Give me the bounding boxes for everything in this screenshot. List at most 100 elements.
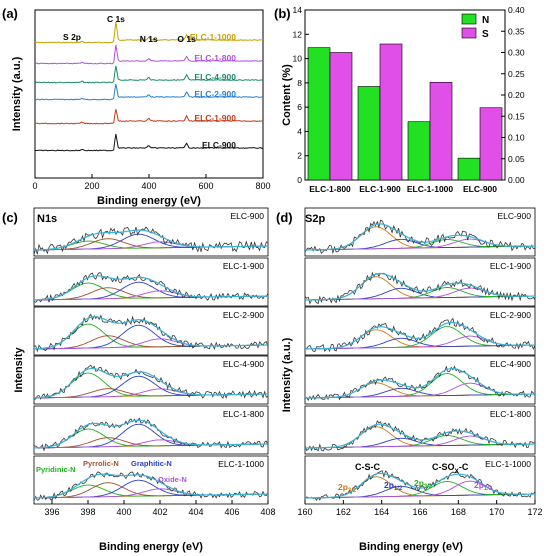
raw-spectrum: [33, 272, 269, 303]
subplot-frame: [33, 306, 269, 356]
x-tick-label: 400: [141, 181, 156, 191]
x-tick-label: 406: [224, 507, 239, 517]
sample-label: ELC-1-1000: [485, 459, 531, 469]
panel-c-title: N1s: [37, 213, 57, 225]
category-label: ELC-1-800: [309, 184, 351, 194]
y2-tick-label: 0.20: [508, 90, 525, 100]
category-label: ELC-900: [463, 184, 497, 194]
subplot-frame: [33, 455, 269, 505]
legend-swatch-n: [461, 13, 477, 25]
panel-c-label: (c): [2, 210, 18, 225]
panel-b-axes: ELC-1-800 ELC-1-900 ELC-1-1000 ELC-900 0 2 4 6 8…: [293, 5, 525, 194]
survey-label-elc-900: ELC-900: [202, 140, 236, 150]
group-label-csoxc-end: -C: [459, 462, 469, 472]
panel-b-y-axis-label: Content (%): [281, 64, 293, 126]
component-curve: [34, 437, 268, 449]
subplot-frame: [33, 207, 269, 257]
component-label-2p32-a-sub: 3/2: [348, 488, 357, 494]
sample-label: ELC-1-1000: [218, 459, 264, 469]
panel-d-group-labels: C-S-C C-SOX-C: [355, 462, 469, 475]
fitted-envelope: [305, 272, 535, 301]
component-label-2p32-b-sub: 3/2: [424, 484, 433, 490]
subplot-frame: [33, 405, 269, 455]
x-tick-label: 398: [80, 507, 95, 517]
y-tick-label: 12: [293, 29, 303, 39]
peak-label-0: S 2p: [63, 32, 81, 42]
sample-label: ELC-4-900: [490, 359, 531, 369]
x-tick-label: 162: [336, 507, 351, 517]
subplot-frame: [304, 306, 536, 356]
survey-line-elc-4-900: [34, 65, 264, 84]
y-tick-label: 10: [293, 54, 303, 64]
fitted-envelope: [305, 472, 535, 499]
panel-b-bars: [307, 43, 503, 181]
component-label-2p32-b: 2p3/2: [414, 478, 433, 490]
y-tick-label: 6: [297, 102, 302, 112]
panel-c-n1s-chart: (c) N1s ELC-900 ELC-1-900 ELC-2-900 ELC-4-9…: [2, 207, 276, 553]
x-tick-label: 600: [198, 181, 213, 191]
fitted-envelope: [33, 316, 268, 350]
y-tick-label: 2: [297, 151, 302, 161]
panel-c-y-axis-label: Intensity: [13, 347, 25, 393]
sample-label: ELC-2-900: [223, 310, 264, 320]
category-label: ELC-1-1000: [407, 184, 454, 194]
legend-label-s: S: [482, 29, 489, 40]
component-label-pyrrolic: Pyrrolic-N: [83, 459, 119, 468]
x-tick-label: 0: [32, 181, 37, 191]
peak-label-2: N 1s: [140, 34, 158, 44]
x-tick-label: 170: [489, 507, 504, 517]
y2-tick-label: 0.30: [508, 48, 525, 58]
panel-d-title: S2p: [305, 213, 325, 225]
legend-swatch-s: [461, 27, 477, 39]
component-label-pyridinic: Pyridinic-N: [36, 465, 76, 474]
survey-line-elc-900: [34, 133, 264, 152]
x-tick-label: 402: [152, 507, 167, 517]
y2-tick-label: 0.15: [508, 111, 525, 121]
component-label-2p12-a-sub: 1/2: [394, 486, 403, 492]
subplot-frame: [304, 405, 536, 455]
x-tick-label: 200: [84, 181, 99, 191]
raw-spectrum: [33, 417, 269, 452]
panel-a-y-axis-label: Intensity (a.u.): [11, 56, 23, 131]
peak-label-3: O 1s: [177, 34, 196, 44]
survey-label-elc-1-800: ELC-1-800: [194, 53, 236, 63]
bar-n: [457, 157, 481, 181]
x-tick-label: 172: [527, 507, 542, 517]
x-tick-label: 168: [451, 507, 466, 517]
panel-d-x-ticks: 160 162 164 166 168 170 172: [297, 500, 543, 517]
fitted-envelope: [34, 419, 268, 449]
panel-c-x-ticks: 396 398 400 402 404 406 408: [44, 500, 276, 517]
component-label-2p12-b-base: 2p: [474, 480, 484, 490]
panel-d-s2p-chart: (d) S2p ELC-900 ELC-1-900 ELC-2-900 ELC-4-9…: [276, 207, 543, 553]
panel-a-x-axis-label: Binding energy (eV): [97, 195, 201, 207]
component-label-2p12-b: 2p1/2: [474, 480, 493, 492]
panel-d-x-axis-label: Binding energy (eV): [359, 541, 463, 553]
y-tick-label: 4: [297, 126, 302, 136]
component-label-2p12-a-base: 2p: [384, 480, 394, 490]
raw-spectrum: [33, 364, 269, 400]
panel-d-y-axis-label: Intensity (a.u.): [281, 337, 293, 412]
survey-label-elc-1-1000: ELC-1-1000: [190, 32, 237, 42]
component-label-2p32-a: 2p3/2: [338, 482, 357, 494]
panel-a-label: (a): [2, 6, 18, 21]
sample-label: ELC-1-800: [223, 409, 264, 419]
group-label-csoxc: C-SOX-C: [432, 462, 469, 475]
subplot-frame: [304, 355, 536, 405]
fitted-envelope: [34, 275, 268, 301]
sample-label: ELC-4-900: [223, 359, 264, 369]
y-tick-label: 8: [297, 78, 302, 88]
survey-line-elc-1-900: [34, 109, 264, 125]
panel-b-legend: N S: [461, 13, 489, 40]
raw-spectrum: [304, 317, 536, 353]
sample-label: ELC-1-900: [223, 261, 264, 271]
survey-line-elc-1-1000: [35, 21, 264, 44]
y2-tick-label: 0.10: [508, 133, 525, 143]
x-tick-label: 404: [188, 507, 203, 517]
component-label-2p32-b-base: 2p: [414, 478, 424, 488]
panel-b-label: (b): [274, 6, 291, 21]
x-tick-label: 800: [255, 181, 270, 191]
legend-label-n: N: [482, 15, 489, 26]
bar-s: [379, 43, 403, 181]
subplot-frame: [33, 355, 269, 405]
survey-label-elc-2-900: ELC-2-900: [194, 89, 236, 99]
